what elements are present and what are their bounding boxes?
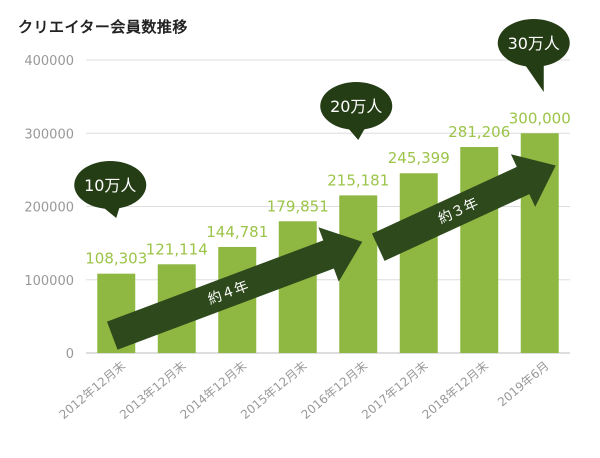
chart-title: クリエイター会員数推移	[18, 18, 188, 36]
bar	[278, 221, 317, 353]
y-tick-label: 300000	[24, 127, 74, 142]
callout-label: 20万人	[330, 97, 382, 116]
value-label: 215,181	[327, 171, 389, 189]
value-label: 108,303	[85, 250, 147, 268]
x-tick-label: 2018年12月末	[420, 359, 492, 422]
value-label: 300,000	[509, 109, 571, 127]
value-label: 121,114	[146, 240, 208, 258]
arrow-shape	[106, 227, 363, 350]
callout-label: 10万人	[84, 176, 136, 195]
bar	[460, 147, 499, 353]
bar	[339, 195, 378, 353]
callout-bubble	[320, 82, 393, 130]
callout-tail	[523, 63, 544, 92]
y-tick-label: 400000	[24, 54, 74, 69]
arrow-shape	[371, 154, 556, 261]
callout-bubble	[74, 161, 147, 209]
y-tick-label: 200000	[24, 201, 74, 216]
value-label: 281,206	[448, 123, 510, 141]
callout-bubble	[497, 19, 570, 67]
value-label: 144,781	[206, 223, 268, 241]
y-tick-label: 0	[66, 347, 74, 362]
x-tick-label: 2019年6月	[495, 359, 552, 410]
callout-label: 30万人	[508, 34, 560, 53]
y-tick-label: 100000	[24, 274, 74, 289]
bar	[399, 173, 438, 353]
value-label: 245,399	[388, 149, 450, 167]
value-label: 179,851	[267, 197, 329, 215]
